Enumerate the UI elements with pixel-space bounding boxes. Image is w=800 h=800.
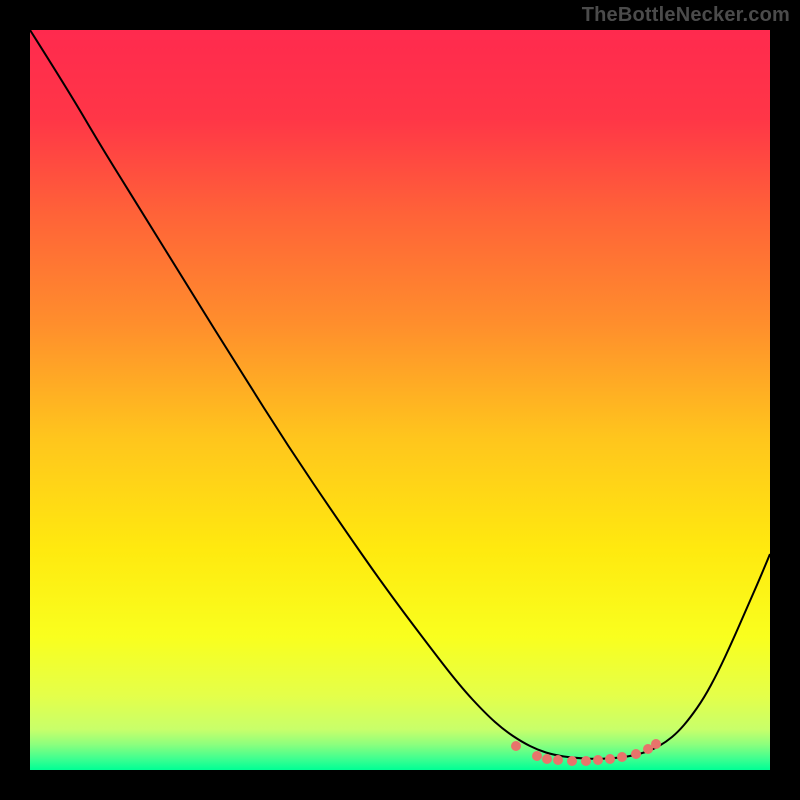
curve-marker (568, 757, 577, 766)
gradient-background (30, 30, 770, 770)
curve-marker (543, 755, 552, 764)
curve-marker (606, 755, 615, 764)
curve-marker (594, 756, 603, 765)
chart-stage: TheBottleNecker.com (0, 0, 800, 800)
curve-marker (533, 752, 542, 761)
plot-svg (30, 30, 770, 770)
watermark-text: TheBottleNecker.com (582, 4, 790, 27)
curve-marker (644, 745, 653, 754)
curve-marker (618, 753, 627, 762)
plot-area (30, 30, 770, 770)
curve-marker (512, 742, 521, 751)
curve-marker (582, 757, 591, 766)
curve-marker (632, 750, 641, 759)
curve-marker (652, 740, 661, 749)
curve-marker (554, 756, 563, 765)
